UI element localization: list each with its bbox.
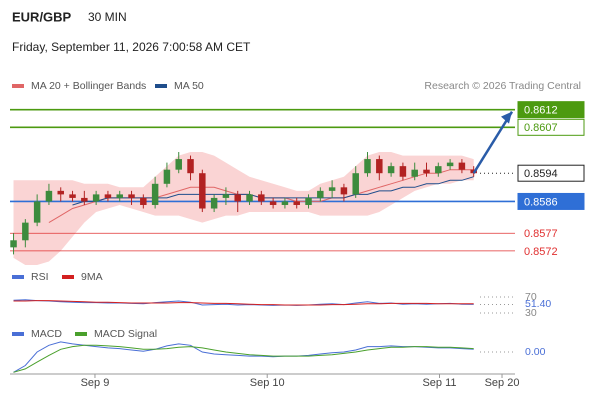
candle-body xyxy=(387,166,395,174)
candle-body xyxy=(281,201,289,205)
y-tick-label: 70 xyxy=(525,291,537,303)
level-label-box xyxy=(517,101,585,119)
candle-body xyxy=(364,159,371,174)
legend-label: RSI xyxy=(31,271,49,283)
level-label: 0.8572 xyxy=(524,246,558,258)
legend-swatch xyxy=(12,84,24,88)
candle-body xyxy=(187,159,194,174)
level-label-box xyxy=(517,164,585,182)
candle-body xyxy=(328,187,336,191)
candle-body xyxy=(340,187,348,195)
candle-body xyxy=(199,173,206,209)
forecast-arrow xyxy=(472,110,514,174)
candle-body xyxy=(210,197,218,209)
candle-body xyxy=(305,197,312,205)
candle-body xyxy=(317,190,324,198)
candle-body xyxy=(104,194,112,198)
candle-body xyxy=(435,166,442,174)
candle-body xyxy=(140,197,147,205)
candle-body xyxy=(163,169,171,184)
level-label: 0.8594 xyxy=(524,168,558,180)
y-tick-label: 0.00 xyxy=(525,346,546,358)
x-tick-label: Sep 10 xyxy=(250,377,285,389)
candle-body xyxy=(151,183,159,205)
x-tick-label: Sep 20 xyxy=(485,377,520,389)
candle-body xyxy=(175,159,182,170)
candle-body xyxy=(446,162,454,167)
x-tick-label: Sep 9 xyxy=(81,377,110,389)
candle-body xyxy=(33,201,41,223)
candle-body xyxy=(258,194,265,202)
candle-body xyxy=(45,190,53,202)
legend-swatch xyxy=(155,84,167,88)
candle-body xyxy=(269,201,277,205)
date: Friday, September 11, 2026 7:00:58 AM CE… xyxy=(12,40,251,54)
y-tick-label: 30 xyxy=(525,307,537,319)
legend-swatch xyxy=(12,332,24,336)
candle-body xyxy=(293,201,300,205)
candle-body xyxy=(458,162,466,170)
line-series xyxy=(13,341,474,373)
legend-label: MA 50 xyxy=(174,80,204,92)
legend-label: MACD Signal xyxy=(94,328,157,340)
candle-body xyxy=(10,240,17,248)
legend-swatch xyxy=(12,275,24,279)
line-series xyxy=(13,299,474,306)
source: Research © 2026 Trading Central xyxy=(424,80,581,92)
legend-label: MACD xyxy=(31,328,62,340)
level-label-box xyxy=(517,118,585,136)
level-label: 0.8612 xyxy=(524,105,558,117)
y-tick-label: 51.40 xyxy=(525,298,551,310)
forecast-arrowhead xyxy=(501,111,512,124)
candle-body xyxy=(399,166,407,177)
candle-body xyxy=(376,159,383,174)
candle-body xyxy=(92,194,100,202)
level-label-box xyxy=(517,192,585,210)
legend-label: MA 20 + Bollinger Bands xyxy=(31,80,146,92)
candle-body xyxy=(423,169,430,174)
candle-body xyxy=(57,190,64,195)
candle-body xyxy=(222,194,230,198)
candle-body xyxy=(22,222,29,241)
level-label: 0.8586 xyxy=(524,196,558,208)
symbol: EUR/GBP xyxy=(12,9,72,24)
line-series xyxy=(72,176,474,206)
candle-body xyxy=(128,194,135,198)
line-series xyxy=(13,300,474,306)
candle-body xyxy=(69,194,76,198)
legend-swatch xyxy=(75,332,87,336)
candle-body xyxy=(81,197,88,202)
x-tick-label: Sep 11 xyxy=(422,377,456,389)
interval: 30 MIN xyxy=(88,10,127,24)
legend-label: 9MA xyxy=(81,271,103,283)
line-series xyxy=(13,344,474,373)
candle-body xyxy=(234,194,241,202)
legend-swatch xyxy=(62,275,74,279)
level-label: 0.8577 xyxy=(524,228,558,240)
candle-body xyxy=(352,173,359,195)
candle-body xyxy=(116,194,123,198)
level-label: 0.8607 xyxy=(524,122,558,134)
candle-body xyxy=(411,169,418,177)
candle-body xyxy=(246,194,253,202)
